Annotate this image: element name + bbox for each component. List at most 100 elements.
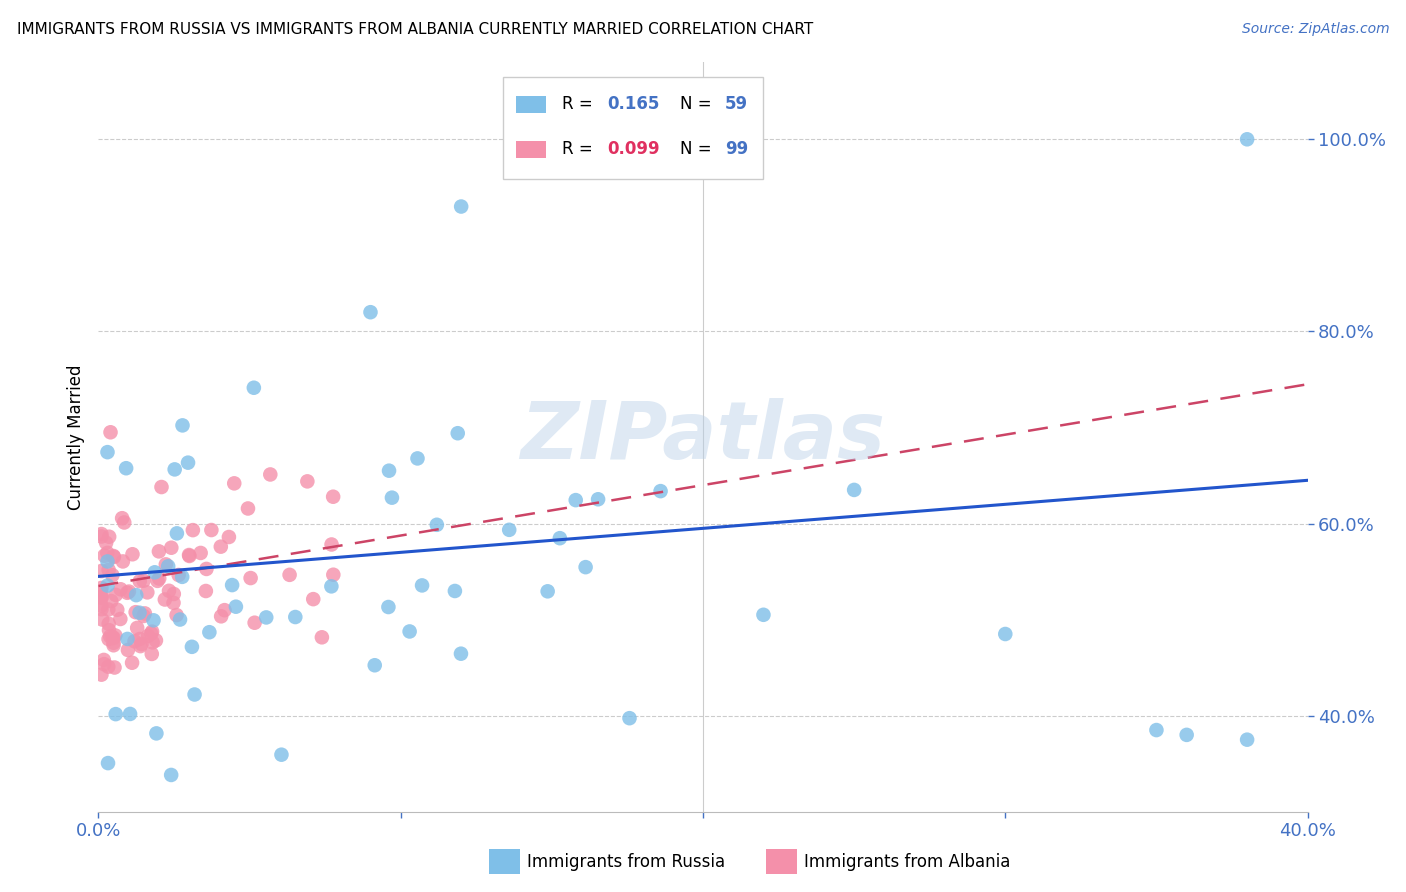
Point xyxy=(155,558,177,572)
Point xyxy=(537,584,560,599)
Point xyxy=(91,613,114,627)
Point xyxy=(90,586,112,600)
Point xyxy=(177,548,200,562)
Point xyxy=(225,599,247,614)
FancyBboxPatch shape xyxy=(516,96,546,112)
Point xyxy=(103,638,125,652)
Point xyxy=(406,451,429,466)
Point xyxy=(209,609,232,624)
Point xyxy=(132,609,155,624)
Point xyxy=(93,653,115,667)
Point xyxy=(166,526,188,541)
Point xyxy=(150,480,173,494)
Point xyxy=(360,305,382,319)
Point xyxy=(98,630,121,644)
Point xyxy=(96,445,118,459)
Point xyxy=(447,426,470,441)
Point xyxy=(90,599,112,613)
Text: N =: N = xyxy=(681,95,717,112)
Point xyxy=(90,590,112,604)
Point xyxy=(322,567,344,582)
Point xyxy=(96,578,118,592)
Point xyxy=(117,643,139,657)
Text: 59: 59 xyxy=(724,95,748,112)
Point xyxy=(90,564,112,578)
Point xyxy=(145,633,167,648)
Point xyxy=(153,592,176,607)
Point xyxy=(93,657,115,672)
Point xyxy=(377,600,399,615)
Point xyxy=(101,568,124,582)
Point xyxy=(181,640,204,654)
Point xyxy=(160,541,183,555)
Point xyxy=(103,549,125,563)
Point xyxy=(364,658,387,673)
Point xyxy=(321,579,343,593)
Point xyxy=(236,501,259,516)
Point xyxy=(98,623,121,637)
Point xyxy=(97,602,120,616)
Point xyxy=(115,461,138,475)
Point xyxy=(321,537,343,551)
Text: Immigrants from Russia: Immigrants from Russia xyxy=(527,853,725,871)
Point xyxy=(564,493,586,508)
FancyBboxPatch shape xyxy=(503,78,763,178)
Point xyxy=(131,637,153,651)
Point xyxy=(141,626,163,640)
Point xyxy=(110,582,132,597)
Point xyxy=(90,527,112,541)
Text: Source: ZipAtlas.com: Source: ZipAtlas.com xyxy=(1241,22,1389,37)
Point xyxy=(548,531,571,545)
Point xyxy=(181,523,204,537)
Text: Immigrants from Albania: Immigrants from Albania xyxy=(804,853,1011,871)
Point xyxy=(426,517,449,532)
Point xyxy=(120,706,142,721)
Bar xyxy=(766,849,797,874)
Point xyxy=(254,610,277,624)
Point xyxy=(167,568,190,582)
Point xyxy=(619,711,641,725)
Point xyxy=(97,659,120,673)
Point xyxy=(179,549,201,563)
Point xyxy=(221,578,243,592)
Point xyxy=(302,592,325,607)
Point xyxy=(90,591,112,605)
Point xyxy=(218,530,240,544)
Point xyxy=(297,475,319,489)
Point xyxy=(498,523,520,537)
Point xyxy=(200,523,222,537)
Point xyxy=(104,588,127,602)
Point xyxy=(172,570,194,584)
Point xyxy=(194,584,217,599)
Point xyxy=(284,610,307,624)
Point xyxy=(134,607,156,621)
Point xyxy=(90,602,112,616)
Text: 99: 99 xyxy=(724,140,748,159)
Point xyxy=(752,607,775,622)
Point xyxy=(90,667,112,681)
Point xyxy=(450,647,472,661)
Point xyxy=(1236,732,1258,747)
Text: IMMIGRANTS FROM RUSSIA VS IMMIGRANTS FROM ALBANIA CURRENTLY MARRIED CORRELATION : IMMIGRANTS FROM RUSSIA VS IMMIGRANTS FRO… xyxy=(17,22,813,37)
Point xyxy=(270,747,292,762)
Point xyxy=(160,768,183,782)
Point xyxy=(163,462,186,476)
Point xyxy=(100,425,122,440)
Point xyxy=(103,549,125,564)
Point xyxy=(128,606,150,620)
Point xyxy=(111,511,134,525)
Text: 0.165: 0.165 xyxy=(607,95,659,112)
Text: ZIPatlas: ZIPatlas xyxy=(520,398,886,476)
Point xyxy=(166,608,188,623)
Point xyxy=(105,603,128,617)
Point xyxy=(118,584,141,599)
FancyBboxPatch shape xyxy=(516,142,546,159)
Point xyxy=(103,631,125,645)
Point xyxy=(129,639,152,653)
Point xyxy=(143,566,166,580)
Point xyxy=(97,616,120,631)
Point xyxy=(398,624,420,639)
Point xyxy=(97,632,120,646)
Point xyxy=(132,574,155,588)
Point xyxy=(103,636,125,650)
